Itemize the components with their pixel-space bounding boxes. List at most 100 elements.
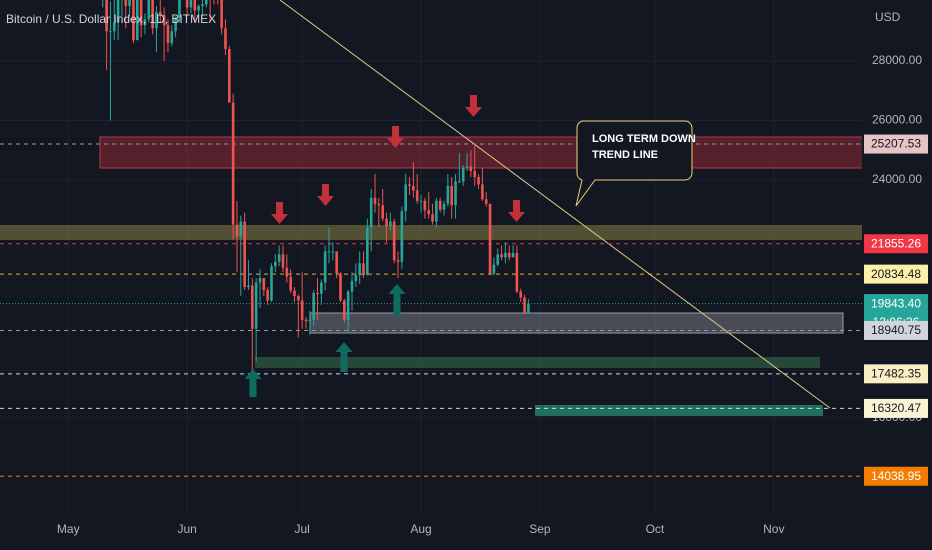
- candle-body: [473, 171, 477, 177]
- y-tick-label: 28000.00: [872, 53, 922, 67]
- price-label: 18940.75: [871, 323, 921, 337]
- up-arrow: [244, 369, 262, 397]
- candle-body: [300, 300, 304, 320]
- candle-body: [354, 275, 358, 282]
- resistance-band: [0, 225, 862, 240]
- candle-body: [492, 264, 496, 274]
- candle-body: [258, 278, 262, 283]
- candle-body: [224, 28, 227, 50]
- candle-body: [274, 261, 277, 267]
- candle-body: [488, 203, 492, 274]
- candle-body: [523, 297, 526, 313]
- annotation-text: TREND LINE: [592, 149, 658, 161]
- candle-body: [262, 278, 266, 291]
- candle-body: [404, 184, 407, 212]
- candle-body: [116, 0, 120, 23]
- candle-body: [369, 197, 373, 228]
- candle-body: [465, 166, 469, 169]
- candle-body: [243, 221, 246, 288]
- candle-body: [469, 166, 473, 172]
- candle-body: [162, 14, 166, 26]
- price-label-box: [864, 320, 928, 340]
- currency-label: USD: [875, 10, 901, 24]
- y-tick-label: 26000.00: [872, 113, 922, 127]
- candle-body: [346, 291, 350, 320]
- price-label: 25207.53: [871, 137, 921, 151]
- candle-body: [135, 0, 139, 41]
- candle-body: [431, 214, 434, 222]
- x-tick-label: Aug: [410, 522, 431, 536]
- candle-body: [220, 0, 223, 29]
- down-arrow: [271, 202, 288, 224]
- candle-body: [320, 282, 323, 294]
- price-label-box: [864, 264, 928, 284]
- candle-body: [481, 184, 484, 200]
- candle-body: [151, 0, 154, 29]
- price-label: 21855.26: [871, 236, 921, 250]
- candle-body: [109, 31, 112, 33]
- candle-body: [454, 181, 457, 206]
- candle-body: [285, 267, 289, 277]
- candle-body: [297, 295, 300, 301]
- candle-body: [197, 5, 200, 11]
- x-tick-label: Nov: [763, 522, 784, 536]
- annotation-text: LONG TERM DOWN: [592, 133, 696, 145]
- candle-body: [193, 0, 197, 11]
- candle-body: [228, 49, 231, 103]
- candle-body: [427, 210, 430, 215]
- candle-body: [105, 0, 108, 32]
- arrows: [244, 95, 525, 397]
- y-tick-label: 24000.00: [872, 172, 922, 186]
- up-arrow: [335, 342, 353, 372]
- candle-body: [504, 252, 507, 258]
- x-tick-label: Sep: [529, 522, 551, 536]
- price-label: 14038.95: [871, 469, 921, 483]
- candles: [102, 0, 530, 371]
- candle-body: [293, 290, 296, 296]
- candle-body: [247, 285, 250, 288]
- candle-body: [304, 319, 308, 322]
- candle-body: [350, 281, 354, 292]
- candle-body: [511, 252, 515, 258]
- price-label-box: [864, 234, 928, 254]
- candle-body: [147, 0, 151, 20]
- candle-body: [343, 300, 346, 320]
- candle-body: [373, 197, 377, 204]
- price-label: 16320.47: [871, 401, 921, 415]
- candle-body: [281, 254, 285, 268]
- x-tick-label: Jun: [177, 522, 196, 536]
- candle-body: [235, 224, 239, 237]
- callout-box: [575, 120, 693, 207]
- price-label-box: [864, 466, 928, 486]
- candle-body: [519, 291, 523, 298]
- candle-body: [400, 211, 404, 262]
- candle-body: [316, 293, 319, 295]
- candle-body: [446, 185, 450, 204]
- axes: MayJunJulAugSepOctNov16000.0024000.00260…: [57, 53, 928, 536]
- candle-body: [496, 254, 500, 265]
- candle-body: [139, 0, 143, 26]
- candle-body: [339, 273, 342, 301]
- candle-body: [484, 199, 488, 204]
- candle-body: [423, 200, 427, 211]
- candle-body: [308, 319, 312, 322]
- price-label: 19843.40: [871, 296, 921, 310]
- candle-body: [112, 22, 116, 32]
- grid: [0, 0, 862, 515]
- candle-body: [270, 266, 273, 301]
- candle-body: [204, 0, 208, 5]
- trend-line: [279, 0, 831, 409]
- down-arrow: [387, 126, 404, 148]
- candle-body: [201, 4, 204, 6]
- candle-body: [450, 185, 454, 206]
- price-label: 17482.35: [871, 367, 921, 381]
- candle-body: [323, 251, 327, 283]
- target-band: [535, 405, 823, 416]
- candle-body: [461, 168, 465, 182]
- x-tick-label: Jul: [294, 522, 309, 536]
- candle-body: [438, 200, 442, 210]
- candle-body: [277, 254, 281, 262]
- candle-body: [331, 251, 335, 253]
- candle-body: [251, 285, 254, 329]
